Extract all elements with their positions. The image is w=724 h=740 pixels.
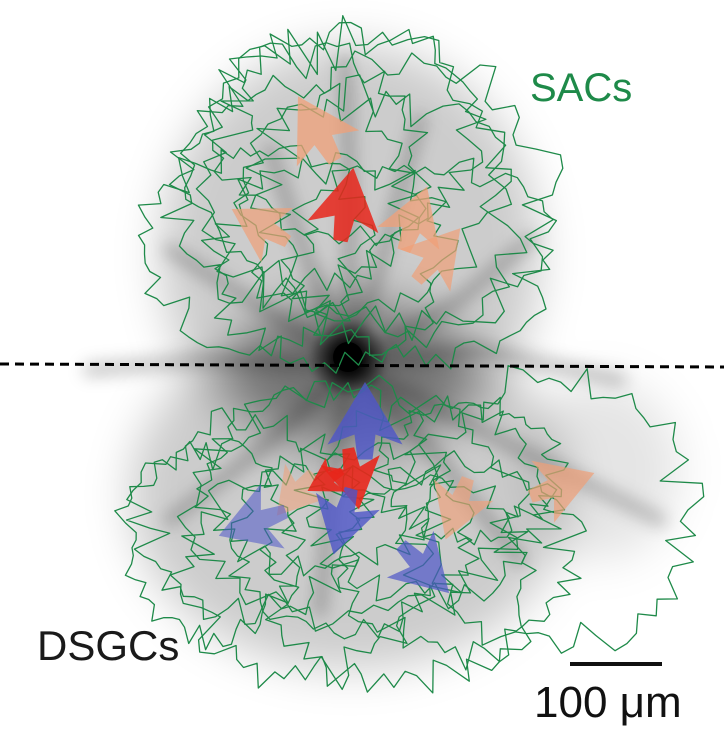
sac-outline: [137, 144, 376, 357]
sac-outlines: [114, 15, 705, 694]
sac-outline: [415, 365, 705, 654]
sac-outline: [245, 50, 564, 341]
sacs-label: SACs: [530, 66, 633, 110]
sac-outline: [125, 407, 375, 626]
sac-direction-arrow: [433, 476, 494, 540]
direction-arrows: [218, 96, 595, 594]
sac-direction-arrow: [307, 457, 346, 492]
sac-direction-arrow: [231, 207, 293, 263]
dsgc-direction-arrow: [218, 483, 289, 549]
scale-label: 100 μm: [534, 678, 682, 727]
dsgc-direction-arrow: [315, 486, 380, 555]
sac-outline: [293, 395, 566, 610]
dsgcs-label: DSGCs: [37, 622, 180, 669]
sac-outline: [195, 15, 513, 321]
sac-outline: [337, 450, 587, 671]
sac-direction-arrow: [296, 96, 360, 167]
sac-outline: [194, 380, 451, 577]
sac-outline: [160, 74, 420, 319]
density-map: [83, 45, 680, 670]
sac-outline: [114, 438, 306, 651]
sac-direction-arrow: [320, 447, 380, 510]
sac-direction-arrow: [307, 167, 379, 243]
dsgc-direction-arrow: [386, 530, 450, 594]
sac-outline: [280, 157, 554, 370]
sac-direction-arrow: [276, 463, 327, 516]
dsgc-direction-arrow: [327, 382, 403, 460]
sac-outline: [228, 442, 480, 640]
sac-outline: [176, 374, 531, 632]
sac-direction-arrow: [399, 228, 461, 292]
scale-bar: [570, 662, 662, 666]
dashed-midline: [0, 362, 724, 369]
sac-direction-arrow: [377, 186, 440, 253]
sac-direction-arrow: [528, 460, 595, 523]
